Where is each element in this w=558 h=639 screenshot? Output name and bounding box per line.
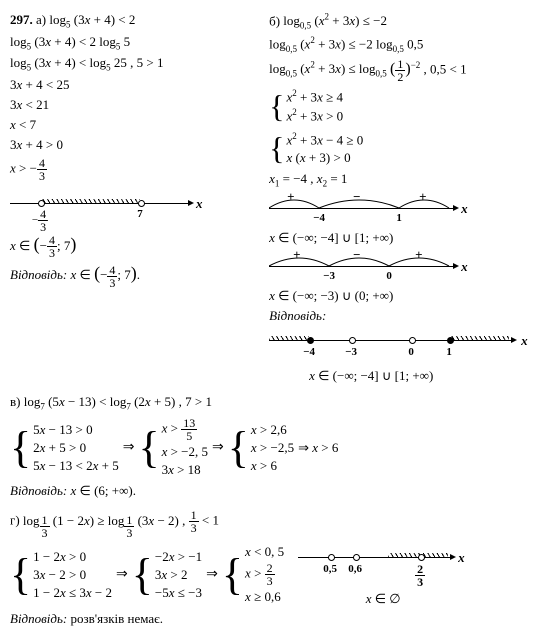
d-sys2: { −2x > −1 3x > 2 −5x ≤ −3 [132, 548, 202, 602]
part-c: в) log7 (5x − 13) < log7 (2x + 5) , 7 > … [10, 392, 548, 501]
d-chain: { 1 − 2x > 0 3x − 2 > 0 1 − 2x ≤ 3x − 2 … [10, 541, 548, 609]
b-int2: x ∈ (−∞; −3) ∪ (0; +∞) [269, 288, 548, 304]
implies-icon: ⇒ [212, 439, 224, 456]
a-eq4: 3x + 4 < 25 [10, 77, 249, 93]
b-int1: x ∈ (−∞; −4] ∪ [1; +∞) [269, 230, 548, 246]
d-empty: x ∈ ∅ [366, 591, 401, 607]
a-interval: x ∈ (−43; 7) [10, 234, 249, 260]
a-eq8: x > −43 [10, 157, 249, 182]
b-eq3: log0,5 (x2 + 3x) ≤ log0,5 (12)−2 , 0,5 <… [269, 58, 548, 83]
c-header: в) log7 (5x − 13) < log7 (2x + 5) , 7 > … [10, 394, 548, 412]
a-eq3: log5 (3x + 4) < log5 25 , 5 > 1 [10, 55, 249, 73]
a-eq6: x < 7 [10, 117, 249, 133]
implies-icon: ⇒ [123, 439, 135, 456]
part-d: г) log13 (1 − 2x) ≥ log13 (3x − 2) , 13 … [10, 507, 548, 629]
a-number-line: x −43 7 [10, 188, 210, 228]
b-roots: x1 = −4 , x2 = 1 [269, 171, 548, 189]
a-eq7: 3x + 4 > 0 [10, 137, 249, 153]
c-chain: { 5x − 13 > 0 2x + 5 > 0 5x − 13 < 2x + … [10, 414, 548, 481]
b-sign-chart-1: x + − + −4 1 [269, 190, 469, 228]
a-eq2: log5 (3x + 4) < 2 log5 5 [10, 34, 249, 52]
b-header: б) log0,5 (x2 + 3x) ≤ −2 [269, 12, 548, 31]
b-final-line: x −4 −3 0 1 [269, 328, 529, 364]
part-c-label: в) [10, 394, 20, 409]
d-header: г) log13 (1 − 2x) ≥ log13 (3x − 2) , 13 … [10, 509, 548, 539]
implies-icon: ⇒ [206, 566, 218, 583]
b-eq1: log0,5 (x2 + 3x) ≤ −2 [283, 13, 387, 28]
problem-header: 297. а) log5 (3x + 4) < 2 [10, 12, 249, 30]
b-sys2: { x2 + 3x − 4 ≥ 0 x (x + 3) > 0 [269, 130, 548, 167]
d-answer: Відповідь: розв'язків немає. [10, 611, 548, 627]
c-sys2: { x > 135 x > −2, 5 3x > 18 [138, 416, 208, 479]
top-columns: 297. а) log5 (3x + 4) < 2 log5 (3x + 4) … [10, 10, 548, 386]
c-sys1: { 5x − 13 > 0 2x + 5 > 0 5x − 13 < 2x + … [10, 421, 119, 475]
d-sys3: { x < 0, 5 x > 23 x ≥ 0,6 [222, 543, 284, 606]
b-final: x ∈ (−∞; −4] ∪ [1; +∞) [309, 368, 548, 384]
d-diagram: x 0,5 0,6 23 x ∈ ∅ [298, 541, 468, 609]
part-b: б) log0,5 (x2 + 3x) ≤ −2 log0,5 (x2 + 3x… [269, 10, 548, 386]
d-number-line: x 0,5 0,6 23 [298, 543, 468, 587]
a-eq5: 3x < 21 [10, 97, 249, 113]
b-sign-chart-2: x + − + −3 0 [269, 248, 469, 286]
b-answer-label: Відповідь: [269, 308, 548, 324]
c-answer: Відповідь: x ∈ (6; +∞). [10, 483, 548, 499]
part-a-label: а) [36, 12, 46, 27]
a-eq1: log5 (3x + 4) < 2 [49, 12, 135, 27]
problem-number: 297. [10, 12, 33, 27]
d-sys1: { 1 − 2x > 0 3x − 2 > 0 1 − 2x ≤ 3x − 2 [10, 548, 112, 602]
frac-4-3: 43 [37, 157, 47, 182]
part-b-label: б) [269, 13, 280, 28]
implies-icon: ⇒ [116, 566, 128, 583]
part-d-label: г) [10, 513, 20, 528]
c-tail: ⇒ x > 6 [298, 440, 338, 456]
c-sys3: { x > 2,6 x > −2,5 x > 6 [228, 421, 294, 475]
b-eq2: log0,5 (x2 + 3x) ≤ −2 log0,5 0,5 [269, 35, 548, 54]
part-a: 297. а) log5 (3x + 4) < 2 log5 (3x + 4) … [10, 10, 249, 386]
a-answer: Відповідь: x ∈ (−43; 7). [10, 263, 249, 289]
b-sys1: { x2 + 3x ≥ 4 x2 + 3x > 0 [269, 87, 548, 126]
page: 297. а) log5 (3x + 4) < 2 log5 (3x + 4) … [10, 10, 548, 629]
